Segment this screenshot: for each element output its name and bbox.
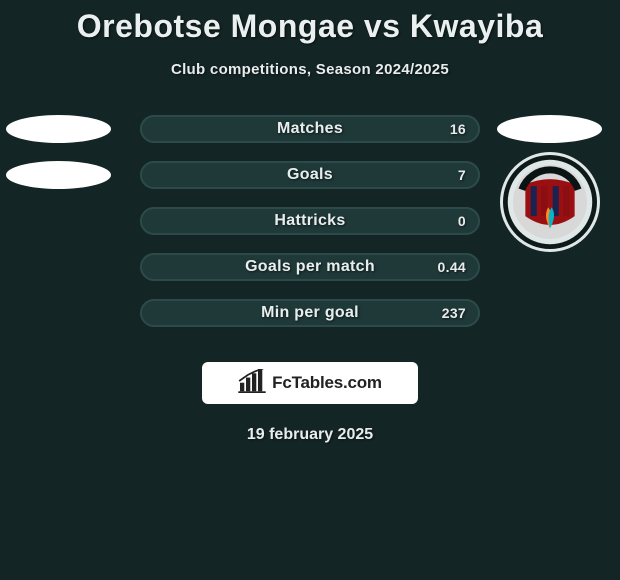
stat-bar-left-fill	[140, 161, 307, 189]
stat-row: Hattricks 0	[0, 198, 620, 244]
stat-label: Hattricks	[274, 212, 345, 230]
stat-bar: Min per goal 237	[140, 299, 480, 327]
stats-rows: Matches 16 Goals 7 Hattricks 0 Goals per match…	[0, 106, 620, 336]
stat-row: Matches 16	[0, 106, 620, 152]
stat-label: Min per goal	[261, 304, 359, 322]
subtitle: Club competitions, Season 2024/2025	[0, 61, 620, 78]
stat-bar: Goals per match 0.44	[140, 253, 480, 281]
stat-row: Goals 7	[0, 152, 620, 198]
stat-row: Goals per match 0.44	[0, 244, 620, 290]
brand-badge: FcTables.com	[202, 362, 418, 404]
player-right-badge	[497, 115, 602, 143]
stat-label: Matches	[277, 120, 343, 138]
ellipse-icon	[6, 161, 111, 189]
player-left-badge	[6, 115, 111, 143]
stat-value-right: 0.44	[438, 259, 466, 275]
bar-chart-icon	[238, 369, 266, 398]
ellipse-icon	[497, 115, 602, 143]
player-left-badge	[6, 161, 111, 189]
stat-value-right: 0	[458, 213, 466, 229]
stat-label: Goals per match	[245, 258, 375, 276]
stat-row: Min per goal 237	[0, 290, 620, 336]
stat-value-right: 16	[450, 121, 466, 137]
stat-bar: Matches 16	[140, 115, 480, 143]
ellipse-icon	[6, 115, 111, 143]
brand-name: FcTables.com	[272, 373, 382, 393]
stat-bar: Hattricks 0	[140, 207, 480, 235]
stat-bar: Goals 7	[140, 161, 480, 189]
stat-label: Goals	[287, 166, 333, 184]
date-text: 19 february 2025	[0, 426, 620, 444]
page-title: Orebotse Mongae vs Kwayiba	[0, 8, 620, 45]
stat-value-right: 7	[458, 167, 466, 183]
stat-value-right: 237	[442, 305, 466, 321]
